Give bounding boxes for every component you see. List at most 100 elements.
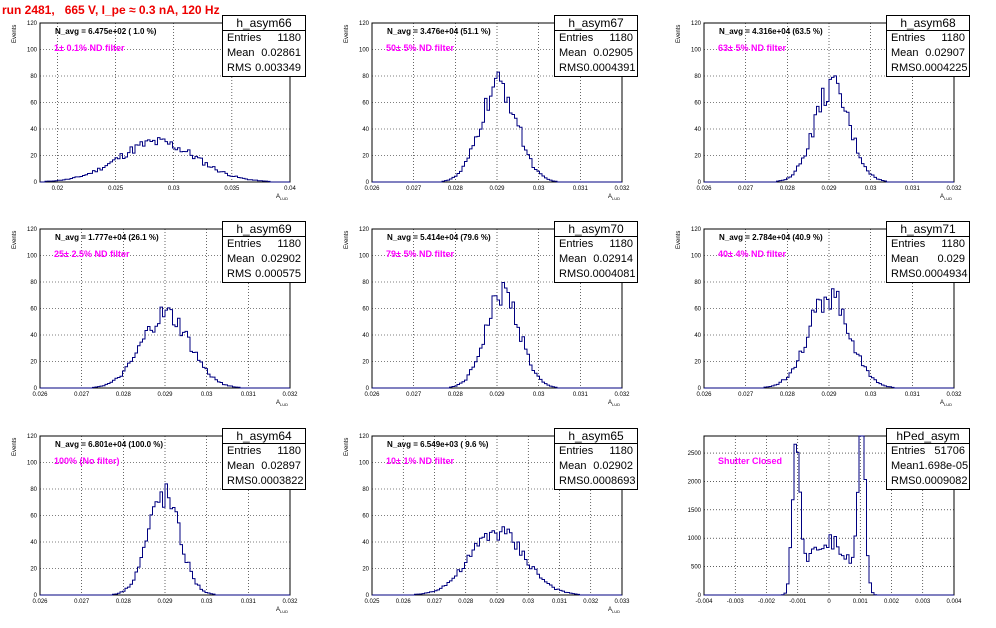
x-tick-label: 0.033 [614, 599, 630, 605]
y-tick-label: 80 [362, 280, 369, 286]
stats-row-mean: Mean 0.02897 [223, 459, 305, 474]
y-tick-label: 0 [698, 593, 702, 599]
histogram-name: h_asym69 [223, 222, 305, 237]
x-tick-label: 0.028 [780, 186, 796, 192]
n-avg-label: N_avg = 6.475e+02 ( 1.0 %) [55, 27, 157, 36]
histogram-pad-hped-asym: -0.004 -0.003 -0.002 -0.001 0 0.001 0.002 0.003… [664, 428, 994, 628]
x-tick-label: 0.026 [696, 186, 712, 192]
stats-row-rms: RMS 0.0003822 [223, 474, 305, 489]
x-tick-label: 0.001 [853, 599, 869, 605]
stats-value: 0.02861 [261, 47, 301, 59]
histogram-name: h_asym68 [887, 16, 969, 31]
stats-box: h_asym65 Entries 1180 Mean 0.02902 RMS 0.00086… [554, 428, 638, 490]
n-avg-label: N_avg = 6.801e+04 (100.0 %) [55, 440, 164, 449]
y-tick-label: 100 [27, 48, 38, 54]
plot-frame [703, 22, 955, 183]
x-axis-label: ALUD [276, 400, 289, 408]
histogram-pad-h-asym70: 0.026 0.027 0.028 0.029 0.03 0.031 0.032 0 20 40 6… [332, 221, 662, 421]
histogram-series [372, 71, 622, 183]
stats-row-mean: Mean 1.698e-05 [887, 459, 969, 474]
y-tick-label: 80 [30, 74, 37, 80]
y-tick-label: 0 [366, 593, 370, 599]
y-tick-label: 60 [362, 101, 369, 107]
n-avg-label: N_avg = 5.414e+04 (79.6 %) [387, 233, 491, 242]
stats-value: 1180 [609, 445, 633, 457]
filter-label: Shutter Closed [718, 456, 783, 466]
stats-row-rms: RMS 0.000575 [223, 267, 305, 282]
y-tick-label: 20 [362, 154, 369, 160]
stats-key: Mean [891, 460, 919, 472]
x-tick-label: 0.027 [738, 392, 754, 398]
y-tick-label: 60 [362, 514, 369, 520]
stats-key: RMS [891, 268, 916, 280]
stats-value: 0.029 [937, 253, 965, 265]
histogram-plot: 0.026 0.027 0.028 0.029 0.03 0.031 0.032 0 20 40 6… [359, 21, 630, 192]
x-tick-label: -0.004 [695, 599, 713, 605]
stats-row-entries: Entries 1180 [223, 444, 305, 459]
stats-key: Mean [227, 47, 255, 59]
y-axis-label: Events [344, 437, 350, 456]
y-tick-label: 2000 [688, 479, 702, 485]
x-tick-label: 0.032 [282, 599, 298, 605]
stats-key: Entries [891, 238, 926, 250]
stats-box: h_asym67 Entries 1180 Mean 0.02905 RMS 0.00043… [554, 15, 638, 77]
stats-row-rms: RMS 0.0009082 [887, 474, 969, 489]
stats-value: 0.0009082 [915, 475, 968, 487]
histogram-series [372, 281, 622, 389]
stats-key: RMS [559, 268, 584, 280]
y-tick-label: 120 [27, 434, 38, 440]
x-tick-label: 0.02 [52, 186, 64, 192]
histogram-pad-h-asym66: 0.02 0.025 0.03 0.035 0.04 0 20 40 60 80 100 120 Eve… [0, 15, 330, 215]
histogram-series [704, 75, 954, 183]
y-tick-label: 20 [694, 360, 701, 366]
y-tick-label: 100 [691, 254, 702, 260]
x-axis-label: ALUD [608, 607, 621, 615]
stats-value: 0.0003822 [251, 475, 304, 487]
y-tick-label: 100 [27, 461, 38, 467]
stats-box: h_asym66 Entries 1180 Mean 0.02861 RMS 0.00334… [222, 15, 306, 77]
x-tick-label: 0.029 [489, 392, 505, 398]
y-tick-label: 0 [34, 180, 38, 186]
x-tick-label: 0.002 [884, 599, 900, 605]
x-tick-label: 0.029 [821, 186, 837, 192]
y-tick-label: 500 [691, 565, 702, 571]
plot-frame [371, 22, 623, 183]
histogram-series [40, 137, 290, 183]
stats-key: RMS [227, 62, 252, 74]
x-tick-label: 0.029 [157, 392, 173, 398]
n-avg-label: N_avg = 4.316e+04 (63.5 %) [719, 27, 823, 36]
n-avg-label: N_avg = 1.777e+04 (26.1 %) [55, 233, 159, 242]
plot-frame [39, 435, 291, 596]
histogram-name: h_asym67 [555, 16, 637, 31]
y-tick-label: 40 [30, 540, 37, 546]
x-tick-label: 0.03 [201, 599, 213, 605]
y-tick-label: 100 [691, 48, 702, 54]
x-tick-label: 0.027 [427, 599, 443, 605]
histogram-plot: 0.026 0.027 0.028 0.029 0.03 0.031 0.032 0 20 40 6… [27, 434, 298, 605]
stats-row-rms: RMS 0.0004225 [887, 61, 969, 76]
stats-key: Entries [559, 32, 594, 44]
stats-key: Entries [559, 238, 594, 250]
y-axis-label: Events [676, 230, 682, 249]
y-tick-label: 40 [362, 333, 369, 339]
stats-row-rms: RMS 0.0008693 [555, 474, 637, 489]
figure-title: run 2481, 665 V, I_pe ≈ 0.3 nA, 120 Hz [2, 3, 220, 17]
stats-row-mean: Mean 0.02914 [555, 252, 637, 267]
x-axis-label: ALUD [940, 194, 953, 202]
filter-label: 1± 0.1% ND filter [54, 43, 125, 53]
stats-value: 0.0004934 [915, 268, 968, 280]
stats-row-entries: Entries 1180 [555, 31, 637, 46]
x-tick-label: 0.027 [738, 186, 754, 192]
stats-value: 0.02902 [593, 460, 633, 472]
stats-value: 1.698e-05 [918, 460, 969, 472]
y-tick-label: 0 [698, 386, 702, 392]
stats-key: Entries [559, 445, 594, 457]
plot-frame [371, 435, 623, 596]
y-tick-label: 40 [694, 333, 701, 339]
x-tick-label: 0.026 [32, 392, 48, 398]
x-tick-label: 0.026 [32, 599, 48, 605]
x-tick-label: 0.027 [74, 599, 90, 605]
plot-frame [39, 228, 291, 389]
y-tick-label: 100 [359, 48, 370, 54]
stats-value: 0.000575 [255, 268, 301, 280]
